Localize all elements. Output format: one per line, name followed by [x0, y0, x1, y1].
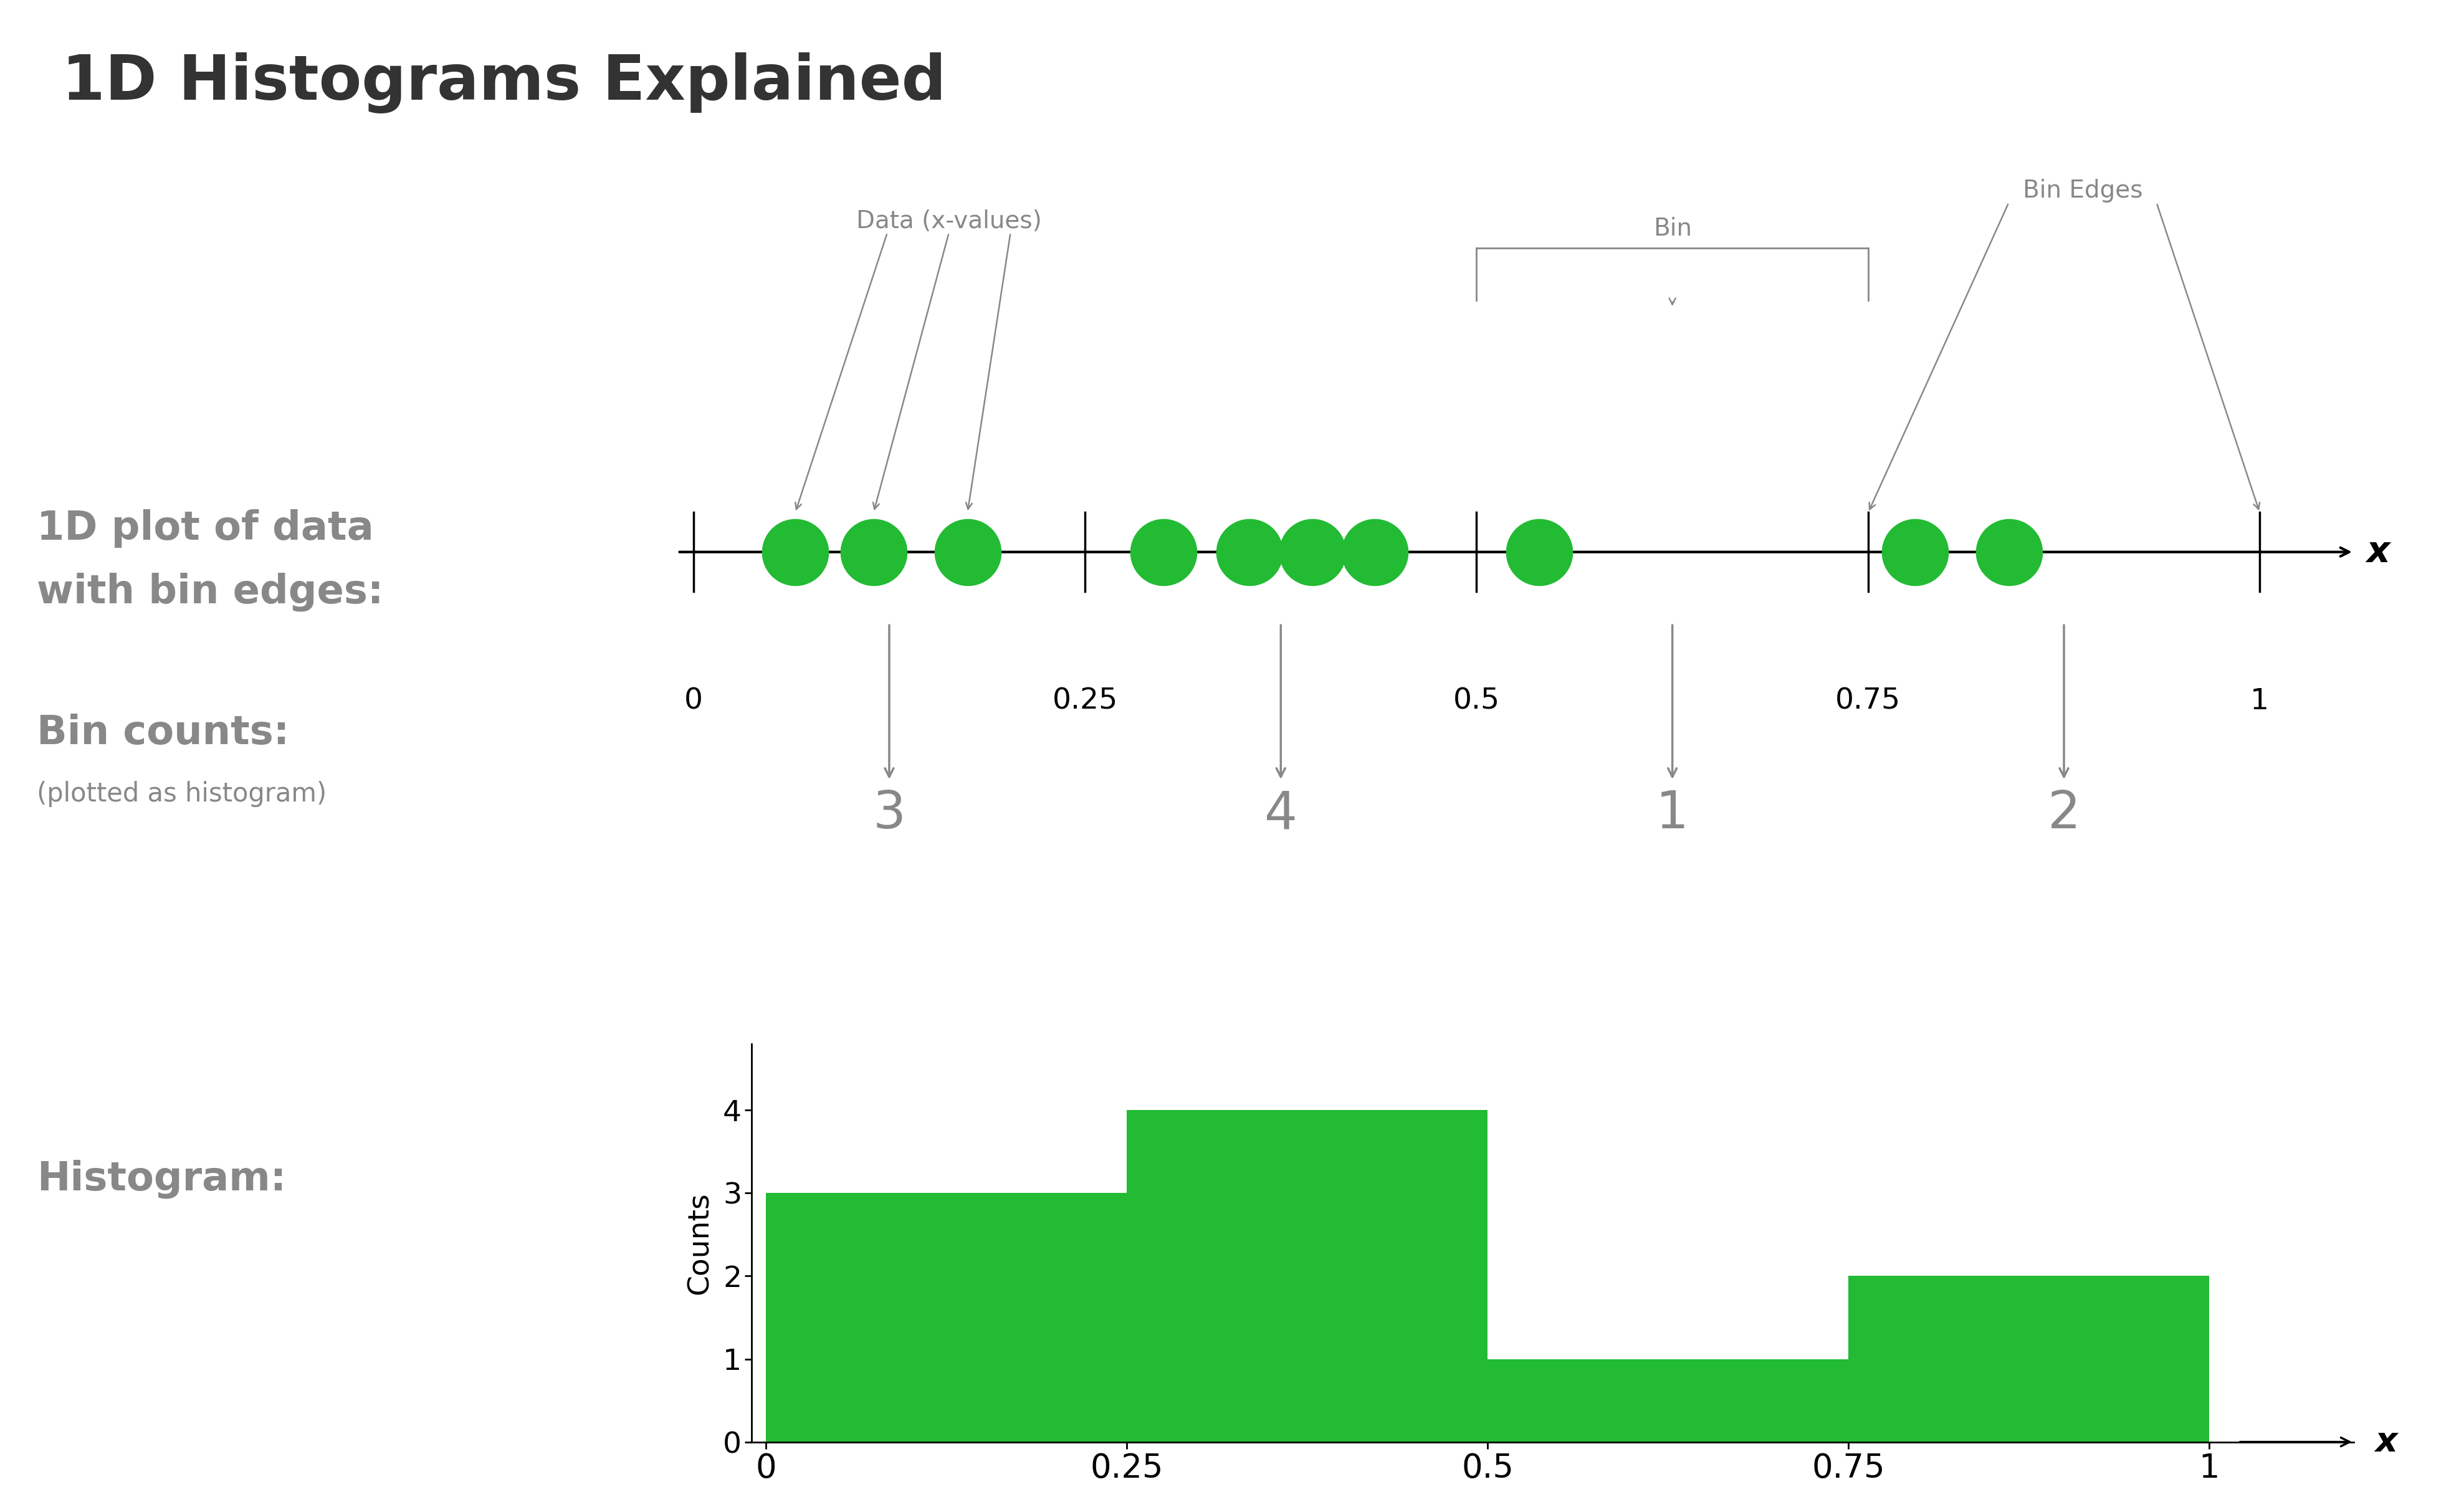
Point: [1355, 541, 1395, 565]
Point: [949, 541, 988, 565]
Point: [1520, 541, 1560, 565]
Text: Bin: Bin: [1653, 216, 1690, 240]
Y-axis label: Counts: Counts: [685, 1191, 715, 1295]
Bar: [1848, 1277, 2208, 1442]
Text: x: x: [2365, 535, 2390, 569]
Bar: [1488, 1359, 1848, 1442]
Point: [1895, 541, 1934, 565]
Text: 1: 1: [1656, 789, 1688, 840]
Bar: [766, 1193, 1126, 1442]
Point: [853, 541, 892, 565]
Text: Histogram:: Histogram:: [37, 1160, 286, 1199]
Point: [776, 541, 816, 565]
Text: 4: 4: [1264, 789, 1296, 840]
Text: Bin counts:: Bin counts:: [37, 713, 288, 753]
Point: [1230, 541, 1269, 565]
Text: Bin Edges: Bin Edges: [2023, 179, 2141, 203]
Text: 0: 0: [685, 686, 702, 715]
Text: 0.25: 0.25: [1052, 686, 1119, 715]
Text: 1: 1: [2250, 686, 2269, 715]
Text: 3: 3: [872, 789, 904, 840]
Text: 2: 2: [2048, 789, 2080, 840]
Text: (plotted as histogram): (plotted as histogram): [37, 781, 328, 807]
Point: [1988, 541, 2028, 565]
Text: 1D plot of data: 1D plot of data: [37, 509, 375, 548]
Bar: [1126, 1110, 1488, 1442]
Text: x: x: [2375, 1425, 2397, 1458]
Text: 0.5: 0.5: [1454, 686, 1501, 715]
Text: Data (x-values): Data (x-values): [855, 209, 1042, 233]
Text: 0.75: 0.75: [1836, 686, 1900, 715]
Point: [1143, 541, 1183, 565]
Text: 1D Histograms Explained: 1D Histograms Explained: [62, 53, 946, 114]
Point: [1291, 541, 1331, 565]
Text: with bin edges:: with bin edges:: [37, 572, 384, 611]
